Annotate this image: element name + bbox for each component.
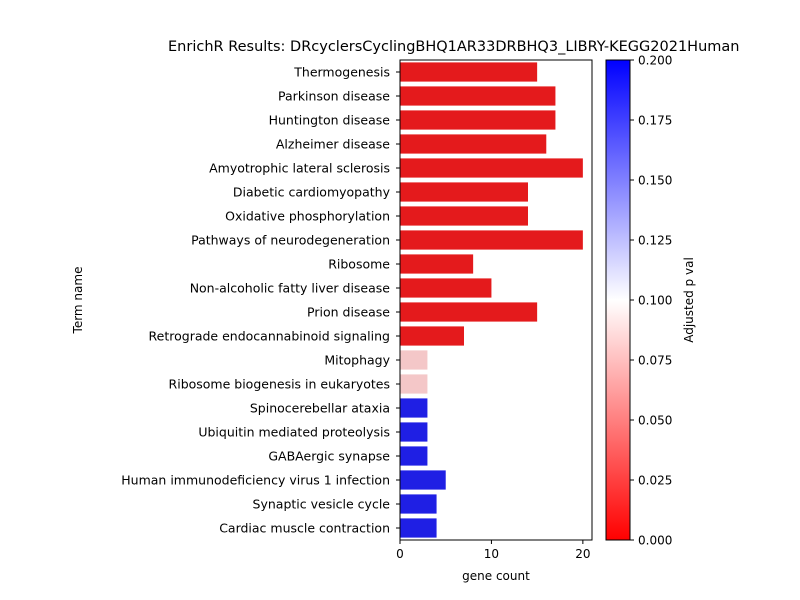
x-tick-label: 0 bbox=[396, 547, 404, 561]
bar bbox=[400, 374, 428, 394]
colorbar bbox=[605, 59, 631, 541]
y-tick-label: Cardiac muscle contraction bbox=[219, 521, 390, 536]
colorbar-tick-label: 0.050 bbox=[638, 414, 672, 428]
bar bbox=[400, 326, 464, 346]
colorbar-tick-label: 0.150 bbox=[638, 174, 672, 188]
plot-area-frame bbox=[399, 59, 593, 541]
bar bbox=[400, 86, 556, 106]
x-tick-label: 10 bbox=[484, 547, 499, 561]
colorbar-tick-label: 0.100 bbox=[638, 294, 672, 308]
y-tick-label: Retrograde endocannabinoid signaling bbox=[149, 329, 390, 344]
x-tick-labels: 0 10 20 bbox=[396, 540, 590, 561]
bar bbox=[400, 278, 492, 298]
bar bbox=[400, 302, 538, 322]
bar bbox=[400, 518, 437, 538]
y-tick-label: Thermogenesis bbox=[293, 65, 390, 80]
colorbar-tick-label: 0.125 bbox=[638, 234, 672, 248]
bar bbox=[400, 254, 474, 274]
y-tick-label: Mitophagy bbox=[324, 353, 390, 368]
y-tick-label: Spinocerebellar ataxia bbox=[250, 401, 390, 416]
y-tick-label: Parkinson disease bbox=[278, 89, 390, 104]
colorbar-tick-label: 0.000 bbox=[638, 534, 672, 548]
y-tick-label: Ubiquitin mediated proteolysis bbox=[198, 425, 390, 440]
y-tick-label: Alzheimer disease bbox=[276, 137, 390, 152]
y-tick-labels: Thermogenesis Parkinson disease Huntington… bbox=[121, 65, 400, 536]
bars-group bbox=[400, 62, 583, 538]
y-tick-label: Amyotrophic lateral sclerosis bbox=[209, 161, 390, 176]
bar bbox=[400, 230, 583, 250]
y-tick-label: GABAergic synapse bbox=[268, 449, 390, 464]
bar bbox=[400, 446, 428, 466]
colorbar-tick-labels: 0.000 0.025 0.050 0.075 0.100 0.125 0.150 0.175… bbox=[630, 54, 672, 548]
y-tick-label: Synaptic vesicle cycle bbox=[253, 497, 391, 512]
y-tick-label: Oxidative phosphorylation bbox=[225, 209, 390, 224]
y-tick-label: Prion disease bbox=[307, 305, 390, 320]
colorbar-tick-label: 0.025 bbox=[638, 474, 672, 488]
bar bbox=[400, 470, 446, 490]
bar bbox=[400, 110, 556, 130]
x-axis-label: gene count bbox=[462, 569, 530, 583]
colorbar-tick-label: 0.075 bbox=[638, 354, 672, 368]
bar bbox=[400, 398, 428, 418]
y-tick-label: Diabetic cardiomyopathy bbox=[233, 185, 391, 200]
x-tick-label: 20 bbox=[575, 547, 590, 561]
y-tick-label: Ribosome bbox=[328, 257, 390, 272]
bar bbox=[400, 62, 538, 82]
bar bbox=[400, 206, 528, 226]
colorbar-tick-label: 0.175 bbox=[638, 114, 672, 128]
colorbar-tick-label: 0.200 bbox=[638, 54, 672, 68]
bar bbox=[400, 134, 547, 154]
y-tick-label: Human immunodeficiency virus 1 infection bbox=[121, 473, 390, 488]
y-tick-label: Ribosome biogenesis in eukaryotes bbox=[169, 377, 390, 392]
chart-title: EnrichR Results: DRcyclersCyclingBHQ1AR3… bbox=[168, 39, 739, 55]
bar bbox=[400, 182, 528, 202]
y-tick-label: Non-alcoholic fatty liver disease bbox=[190, 281, 391, 296]
y-tick-label: Huntington disease bbox=[269, 113, 391, 128]
y-tick-label: Pathways of neurodegeneration bbox=[191, 233, 390, 248]
bar bbox=[400, 350, 428, 370]
y-axis-label: Term name bbox=[71, 267, 85, 335]
bar bbox=[400, 494, 437, 514]
colorbar-label: Adjusted p val bbox=[682, 257, 696, 343]
bar bbox=[400, 422, 428, 442]
bar bbox=[400, 158, 583, 178]
